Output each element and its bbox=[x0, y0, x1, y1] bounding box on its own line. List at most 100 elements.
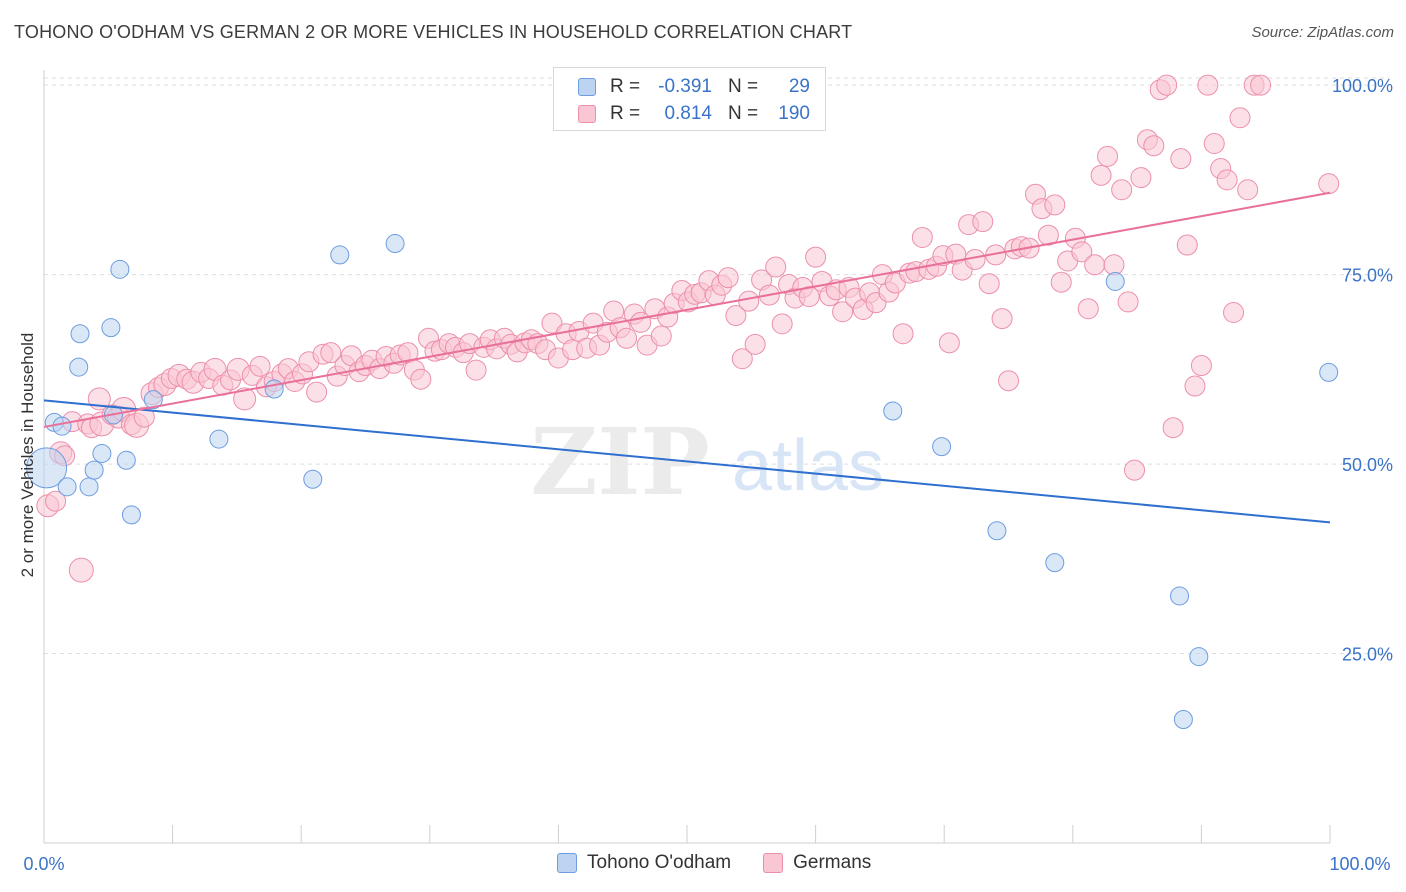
data-point bbox=[991, 308, 1013, 330]
data-point bbox=[26, 447, 68, 489]
data-point bbox=[883, 401, 903, 421]
tick-labels: 25.0% 50.0% 75.0% 100.0% 0.0% 100.0% bbox=[23, 76, 1393, 874]
data-point bbox=[771, 313, 793, 335]
data-point bbox=[725, 305, 747, 327]
legend-row-germans: R = 0.814 N = 190 bbox=[578, 103, 810, 125]
data-point bbox=[805, 246, 827, 268]
legend-r-value-tohono: -0.391 bbox=[658, 76, 712, 97]
data-point bbox=[738, 290, 760, 312]
bottom-legend: Tohono O'odham Germans bbox=[557, 852, 903, 874]
data-point bbox=[410, 368, 432, 390]
data-point bbox=[264, 379, 284, 399]
data-point bbox=[892, 323, 914, 345]
legend-box: R = -0.391 N = 29 R = 0.814 N = 190 bbox=[553, 67, 826, 131]
trend-line bbox=[43, 399, 1331, 524]
legend-n-label: N = bbox=[728, 76, 759, 97]
x-tick-label: 100.0% bbox=[1329, 854, 1390, 874]
data-point bbox=[1103, 254, 1125, 276]
chart-title: TOHONO O'ODHAM VS GERMAN 2 OR MORE VEHIC… bbox=[14, 22, 853, 42]
data-point bbox=[116, 450, 136, 470]
data-point bbox=[1190, 355, 1212, 377]
y-axis-label: 2 or more Vehicles in Household bbox=[18, 332, 37, 578]
data-point bbox=[1216, 169, 1238, 191]
data-point bbox=[987, 521, 1007, 541]
data-point bbox=[731, 348, 753, 370]
data-point bbox=[1130, 167, 1152, 189]
data-point bbox=[330, 245, 350, 265]
data-point bbox=[84, 460, 104, 480]
legend-row-tohono: R = -0.391 N = 29 bbox=[578, 76, 810, 98]
data-point bbox=[978, 273, 1000, 295]
source-label: Source: ZipAtlas.com bbox=[1251, 24, 1394, 41]
data-point bbox=[1090, 164, 1112, 186]
trend-lines bbox=[43, 191, 1331, 524]
data-point bbox=[1156, 74, 1178, 96]
trend-line bbox=[43, 191, 1331, 428]
data-point bbox=[1084, 254, 1106, 276]
y-tick-label: 75.0% bbox=[1342, 266, 1393, 286]
watermark-zip: ZIP bbox=[530, 408, 709, 516]
data-point bbox=[306, 381, 328, 403]
y-tick-label: 50.0% bbox=[1342, 455, 1393, 475]
data-point bbox=[133, 406, 155, 428]
data-point bbox=[465, 359, 487, 381]
data-point bbox=[1111, 179, 1133, 201]
data-point bbox=[1197, 74, 1219, 96]
y-tick-label: 25.0% bbox=[1342, 645, 1393, 665]
watermark: ZIP atlas bbox=[530, 408, 884, 516]
data-point bbox=[320, 342, 342, 364]
data-point bbox=[1229, 107, 1251, 129]
legend-n-value-tohono: 29 bbox=[788, 76, 810, 97]
watermark-atlas: atlas bbox=[732, 426, 884, 506]
legend-r-label: R = bbox=[610, 76, 641, 97]
data-point bbox=[249, 355, 271, 377]
data-point bbox=[1162, 417, 1184, 439]
data-point bbox=[1173, 709, 1193, 729]
bottom-legend-tohono[interactable]: Tohono O'odham bbox=[557, 852, 731, 874]
bottom-legend-germans[interactable]: Germans bbox=[763, 852, 871, 874]
legend-n-value-germans: 190 bbox=[778, 103, 810, 124]
x-tick-label: 0.0% bbox=[23, 854, 64, 874]
data-point bbox=[1105, 271, 1125, 291]
data-point bbox=[57, 477, 77, 497]
data-point bbox=[1077, 298, 1099, 320]
data-point bbox=[1184, 375, 1206, 397]
legend-n-label: N = bbox=[728, 103, 759, 124]
data-point bbox=[68, 557, 94, 583]
data-point bbox=[650, 325, 672, 347]
data-point bbox=[1176, 234, 1198, 256]
bottom-legend-swatch-germans bbox=[763, 853, 784, 873]
data-point bbox=[1124, 459, 1146, 481]
data-point bbox=[1170, 148, 1192, 170]
data-point bbox=[938, 332, 960, 354]
data-point bbox=[1143, 135, 1165, 157]
data-point bbox=[52, 416, 72, 436]
bottom-legend-label-tohono: Tohono O'odham bbox=[587, 852, 732, 873]
data-point bbox=[1045, 553, 1065, 573]
data-point bbox=[101, 318, 121, 338]
data-point bbox=[832, 301, 854, 323]
data-point bbox=[209, 429, 229, 449]
data-point bbox=[385, 234, 405, 254]
data-point bbox=[1223, 302, 1245, 324]
data-point bbox=[998, 370, 1019, 392]
data-point bbox=[1044, 194, 1066, 216]
data-point bbox=[1203, 133, 1225, 155]
data-point bbox=[972, 211, 994, 233]
data-point bbox=[45, 490, 67, 512]
data-point bbox=[1189, 647, 1209, 667]
data-point bbox=[911, 226, 933, 248]
data-point bbox=[1097, 145, 1119, 167]
legend-r-label: R = bbox=[610, 103, 641, 124]
bottom-legend-label-germans: Germans bbox=[793, 852, 872, 873]
data-point bbox=[541, 312, 563, 334]
data-point bbox=[143, 390, 163, 410]
data-point bbox=[233, 387, 257, 411]
data-point bbox=[1037, 224, 1059, 246]
data-point bbox=[1170, 586, 1190, 606]
data-point bbox=[1050, 271, 1072, 293]
legend-swatch-tohono bbox=[578, 78, 596, 96]
data-point bbox=[121, 505, 141, 525]
legend-r-value-germans: 0.814 bbox=[664, 103, 712, 124]
